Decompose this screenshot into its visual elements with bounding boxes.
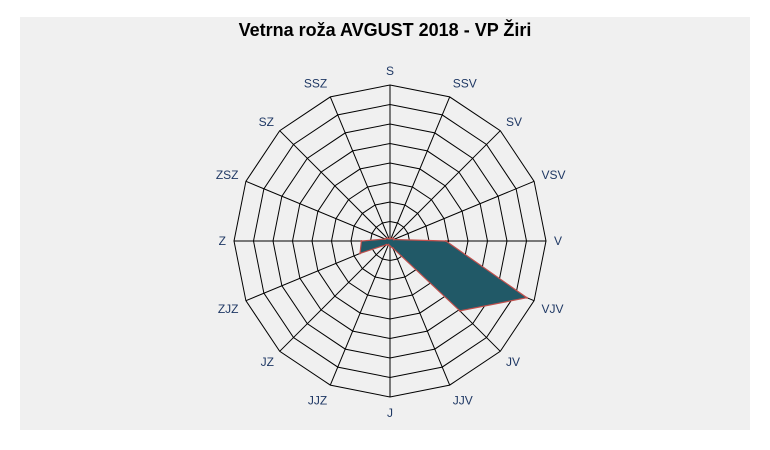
grid-spoke (329, 240, 391, 386)
data-point-zsz (384, 238, 387, 240)
data-point-z (360, 240, 363, 242)
grid-spoke (389, 180, 535, 242)
data-point-vsv (392, 238, 395, 241)
grid-spoke (329, 96, 391, 242)
data-point-jz (385, 243, 388, 246)
data-point-jjv (392, 247, 394, 250)
direction-labels: S SSV SV VSV V VJV JV JJV J JJZ JZ ZJZ Z ZSZ SZ SSZ (216, 64, 566, 420)
grid-spoke (279, 130, 391, 242)
data-point-zjz (359, 252, 361, 255)
grid-spoke (389, 240, 451, 386)
data-point-ssv (390, 237, 392, 240)
data-point-j (389, 245, 391, 248)
direction-label-j: J (387, 406, 393, 420)
grid-spoke (389, 130, 501, 242)
grid-spoke (279, 240, 391, 352)
series-area (359, 237, 529, 312)
data-point-v (444, 240, 447, 242)
chart-title: Vetrna roža AVGUST 2018 - VP Žiri (238, 20, 532, 40)
direction-label-vjv: VJV (542, 302, 564, 316)
direction-label-jjv: JJV (453, 394, 473, 408)
data-point-sz (386, 237, 389, 240)
data-point-jv (458, 309, 461, 312)
direction-label-zjz: ZJZ (218, 302, 239, 316)
direction-label-jv: JV (506, 355, 520, 369)
grid-spoke (245, 180, 391, 242)
direction-label-s: S (386, 64, 394, 78)
direction-label-jjz: JJZ (308, 394, 327, 408)
direction-label-v: V (554, 234, 562, 248)
data-point-jjz (387, 243, 390, 246)
radar-grid (233, 84, 547, 398)
grid-spoke (389, 96, 451, 242)
direction-label-sz: SZ (259, 115, 274, 129)
direction-label-z: Z (219, 234, 226, 248)
direction-label-ssv: SSV (453, 77, 477, 91)
direction-label-zsz: ZSZ (216, 168, 239, 182)
direction-label-ssz: SSZ (304, 77, 327, 91)
direction-label-jz: JZ (261, 355, 274, 369)
direction-label-sv: SV (506, 115, 522, 129)
data-point-vjv (525, 296, 528, 299)
data-point-ssz (388, 237, 390, 240)
data-layer (359, 237, 529, 312)
direction-label-vsv: VSV (542, 168, 566, 182)
